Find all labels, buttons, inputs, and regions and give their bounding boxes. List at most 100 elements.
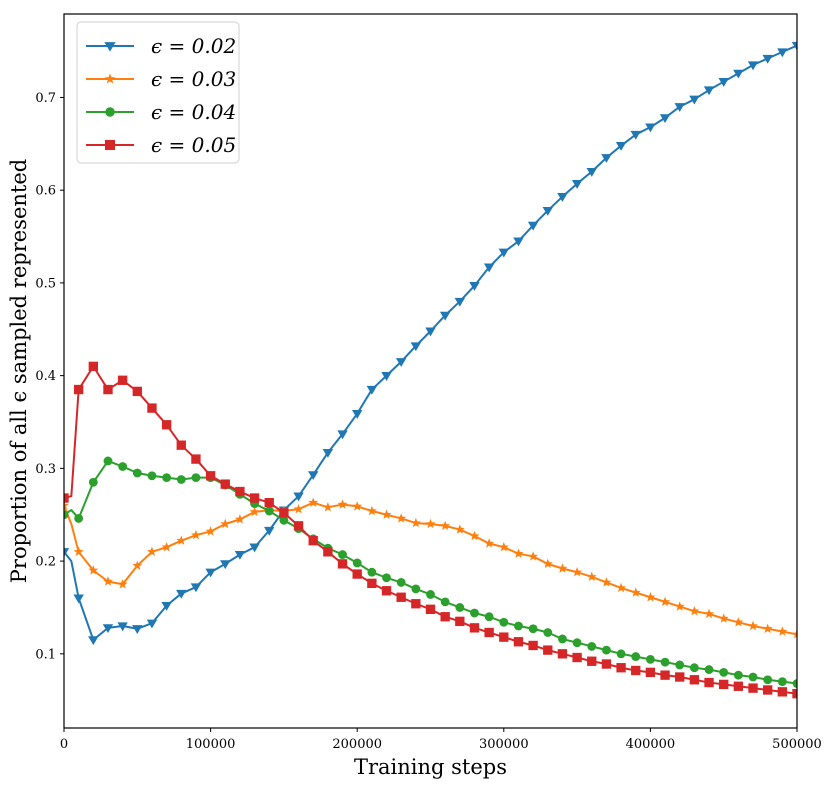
- data-point: [498, 248, 509, 258]
- data-point: [425, 604, 436, 614]
- data-point: [499, 617, 509, 627]
- x-tick-label: 200000: [332, 737, 382, 752]
- data-point: [557, 649, 568, 659]
- data-point: [733, 69, 744, 79]
- data-point: [527, 221, 539, 231]
- data-point: [308, 536, 318, 546]
- data-point: [704, 665, 714, 675]
- data-point: [469, 282, 480, 291]
- x-axis-label: Training steps: [354, 755, 507, 779]
- data-point: [117, 622, 128, 632]
- data-point: [220, 479, 230, 489]
- data-point: [367, 578, 377, 589]
- series-line: [64, 44, 797, 641]
- data-point: [484, 538, 495, 548]
- data-point: [615, 142, 627, 151]
- data-point: [190, 529, 201, 540]
- data-point: [572, 567, 583, 577]
- data-point: [763, 675, 773, 685]
- data-point: [674, 103, 685, 112]
- data-point: [689, 675, 700, 685]
- data-point: [542, 206, 553, 216]
- data-point: [322, 502, 333, 512]
- data-point: [411, 584, 421, 594]
- data-point: [689, 95, 700, 105]
- data-point: [571, 180, 583, 189]
- data-point: [147, 471, 157, 481]
- data-point: [64, 500, 69, 510]
- data-point: [542, 558, 553, 569]
- data-point: [234, 550, 246, 560]
- y-tick-label: 0.3: [35, 462, 56, 477]
- data-point: [645, 123, 656, 133]
- data-point: [601, 154, 612, 163]
- data-point: [484, 612, 494, 622]
- data-point: [777, 677, 787, 687]
- data-point: [337, 430, 348, 440]
- data-point: [146, 619, 158, 629]
- data-point: [791, 41, 797, 51]
- data-point: [513, 237, 524, 247]
- data-point: [659, 114, 671, 124]
- data-point: [602, 645, 611, 655]
- data-point: [352, 558, 362, 568]
- data-point: [616, 649, 626, 659]
- data-point: [601, 577, 612, 587]
- data-point: [792, 689, 797, 699]
- data-point: [587, 641, 597, 651]
- data-point: [64, 548, 70, 558]
- data-point: [190, 583, 202, 593]
- data-point: [147, 546, 157, 557]
- plot-frame: [63, 13, 798, 729]
- data-point: [674, 601, 685, 611]
- data-point: [102, 624, 114, 634]
- data-point: [762, 623, 773, 633]
- y-tick-label: 0.4: [35, 369, 56, 384]
- data-point: [703, 86, 715, 96]
- data-point: [454, 297, 466, 307]
- data-point: [748, 620, 758, 631]
- data-point: [396, 577, 406, 587]
- data-point: [322, 448, 334, 458]
- data-point: [630, 587, 641, 597]
- y-tick-label: 0.1: [35, 647, 56, 662]
- data-point: [528, 640, 538, 651]
- data-point: [455, 603, 465, 612]
- data-point: [264, 526, 275, 536]
- legend-marker: [104, 139, 116, 151]
- series-line: [64, 459, 797, 685]
- data-point: [308, 471, 319, 481]
- y-axis-label: Proportion of all ϵ sampled represented: [7, 159, 31, 583]
- x-tick-label: 100000: [186, 737, 236, 752]
- y-tick-label: 0.7: [35, 91, 56, 106]
- y-tick-label: 0.6: [35, 184, 56, 199]
- legend-marker: [104, 42, 116, 52]
- data-point: [426, 590, 435, 599]
- data-point: [103, 456, 113, 466]
- data-point: [543, 628, 553, 637]
- data-point: [264, 497, 274, 508]
- data-point: [191, 473, 201, 483]
- data-point: [176, 475, 186, 484]
- data-point: [792, 679, 797, 688]
- legend-frame: [76, 21, 240, 164]
- data-point: [513, 637, 524, 647]
- data-point: [733, 681, 744, 691]
- series-line: [64, 365, 797, 695]
- data-point: [308, 497, 319, 507]
- data-point: [132, 560, 143, 570]
- data-point: [470, 608, 479, 618]
- series-1: [64, 41, 797, 646]
- series-line: [64, 501, 797, 636]
- data-point: [748, 672, 758, 682]
- data-point: [440, 520, 451, 531]
- data-point: [118, 462, 128, 471]
- data-point: [337, 559, 348, 569]
- data-point: [64, 493, 69, 503]
- data-point: [410, 517, 421, 528]
- data-point: [440, 612, 450, 622]
- data-point: [792, 629, 797, 639]
- data-point: [675, 672, 685, 682]
- data-point: [103, 576, 113, 586]
